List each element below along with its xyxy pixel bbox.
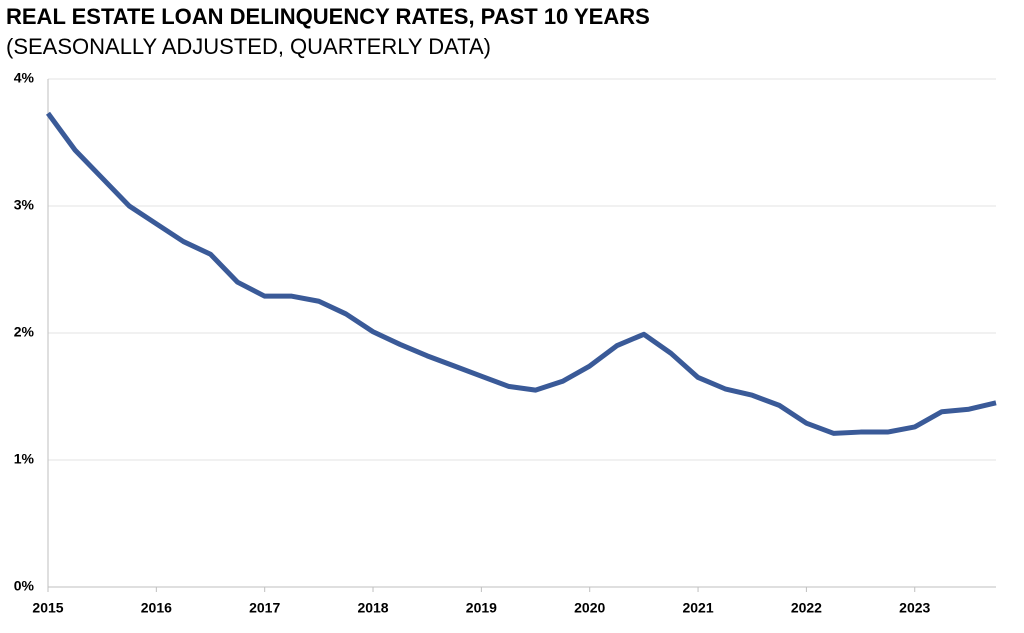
chart-subtitle: (SEASONALLY ADJUSTED, QUARTERLY DATA) bbox=[6, 34, 491, 59]
x-tick-label: 2020 bbox=[574, 600, 605, 616]
x-tick-label: 2021 bbox=[682, 600, 713, 616]
x-tick-label: 2016 bbox=[141, 600, 172, 616]
x-tick-label: 2019 bbox=[466, 600, 497, 616]
y-tick-label: 2% bbox=[14, 324, 35, 340]
y-tick-label: 1% bbox=[14, 451, 35, 467]
y-tick-label: 4% bbox=[14, 70, 35, 86]
x-tick-label: 2022 bbox=[791, 600, 822, 616]
x-tick-label: 2018 bbox=[357, 600, 388, 616]
data-line bbox=[45, 111, 997, 436]
x-tick-label: 2015 bbox=[32, 600, 63, 616]
y-tick-label: 0% bbox=[14, 578, 35, 594]
chart-title: REAL ESTATE LOAN DELINQUENCY RATES, PAST… bbox=[6, 4, 650, 29]
y-tick-label: 3% bbox=[14, 197, 35, 213]
x-tick-label: 2023 bbox=[899, 600, 930, 616]
x-tick-label: 2017 bbox=[249, 600, 280, 616]
